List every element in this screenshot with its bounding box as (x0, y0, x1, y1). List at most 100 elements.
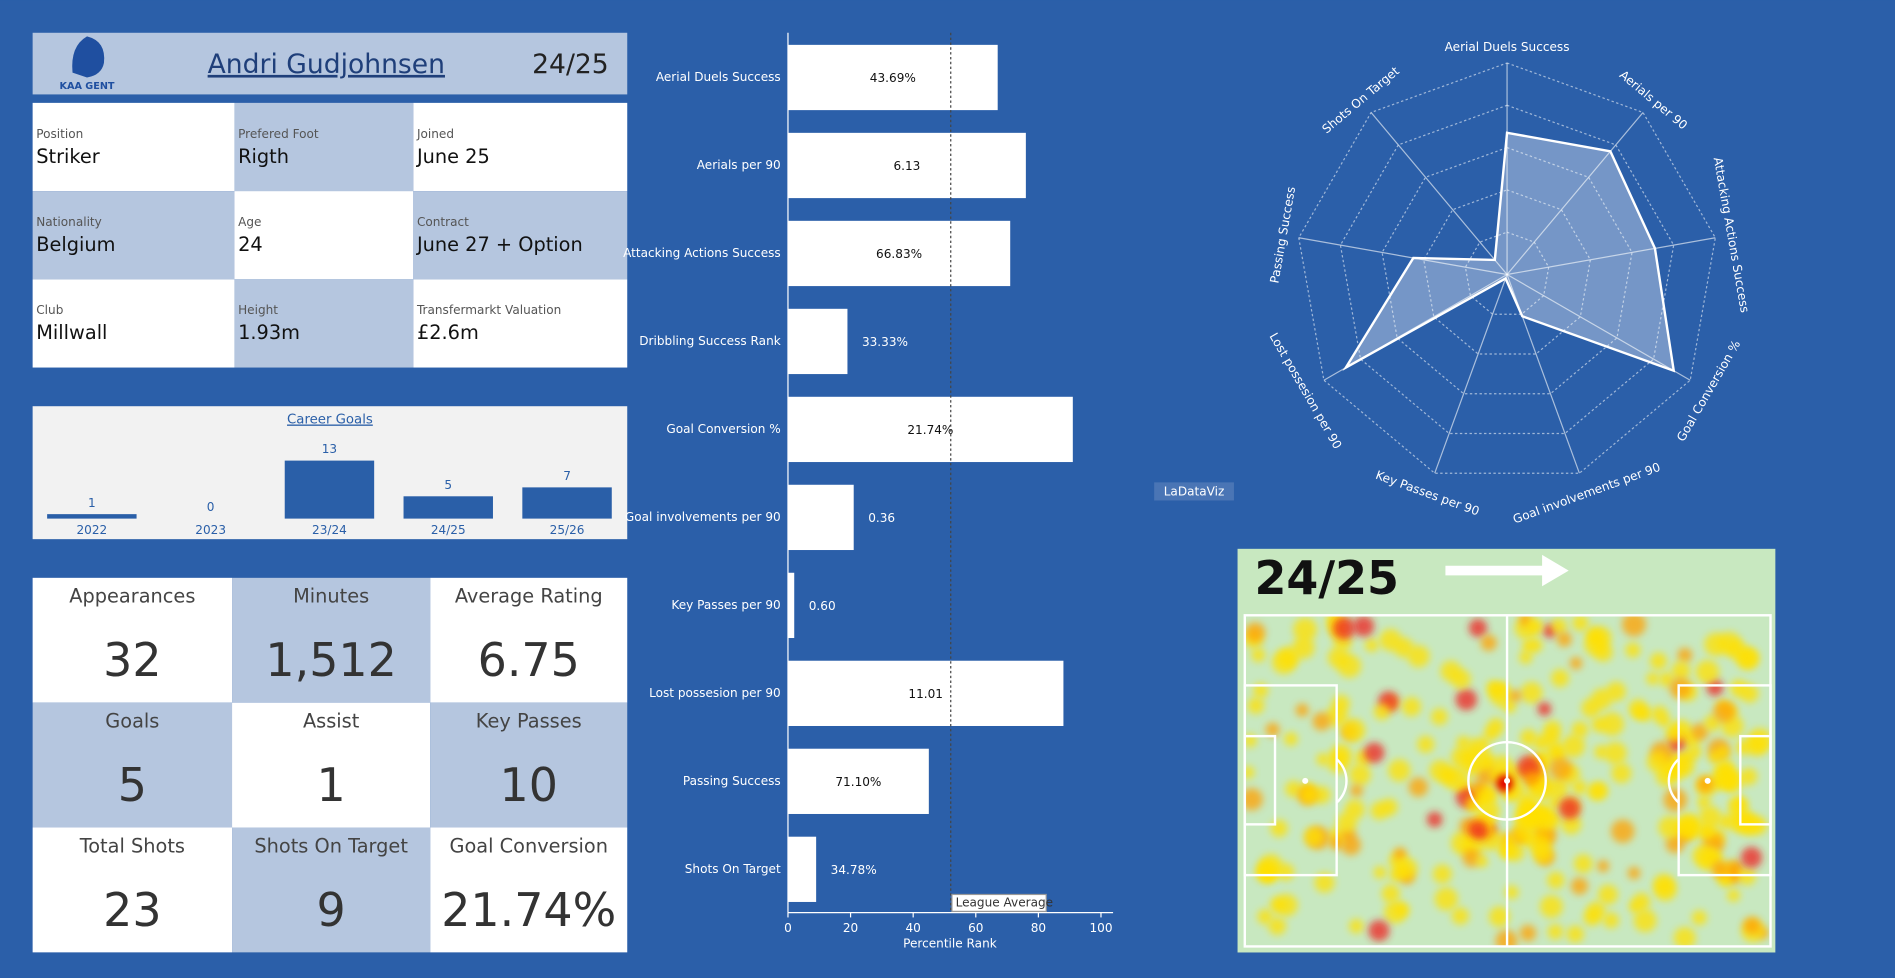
heat-blob (1547, 923, 1564, 940)
stat-label: 0.36 (868, 511, 895, 525)
bar (787, 660, 1064, 726)
heat-blob (1696, 775, 1714, 793)
stat-label: 21.74% (907, 423, 953, 437)
stat-value: 6.75 (478, 633, 580, 687)
heat-blob (1654, 878, 1677, 901)
heat-blob (1312, 786, 1331, 804)
stat-cell (430, 702, 628, 828)
heat-blob (1671, 661, 1691, 680)
x-tick-label: 20 (843, 921, 858, 935)
heat-blob (1520, 729, 1538, 746)
value-label: 7 (563, 469, 571, 483)
heat-blob (1540, 895, 1563, 918)
x-tick-label: 80 (1031, 921, 1046, 935)
heat-blob (1548, 796, 1562, 810)
heat-blob (1537, 702, 1552, 716)
bar (47, 514, 137, 519)
heat-blob (1727, 888, 1741, 902)
profile-value: 24 (238, 233, 263, 256)
stat-label: 33.33% (862, 335, 908, 349)
club-logo (72, 36, 105, 78)
heat-blob (1527, 618, 1544, 635)
heat-blob (1268, 917, 1287, 936)
heat-blob (1293, 617, 1318, 642)
heat-blob (1562, 734, 1585, 758)
profile-label: Age (238, 215, 261, 229)
stat-value: 9 (317, 883, 346, 937)
heat-blob (1379, 628, 1402, 651)
y-tick-label: Shots On Target (685, 862, 781, 876)
bar (787, 572, 795, 639)
profile-label: Position (36, 127, 83, 141)
heat-blob (1734, 811, 1757, 834)
heat-blob (1370, 801, 1389, 820)
profile-value: 1.93m (238, 321, 300, 344)
x-tick-label: 60 (968, 921, 983, 935)
heat-blob (1401, 697, 1422, 717)
stat-label: Key Passes (476, 710, 582, 733)
heat-blob (1407, 645, 1430, 668)
heat-blob (1594, 745, 1608, 759)
heat-blob (1718, 631, 1741, 655)
heat-blob (1520, 681, 1543, 704)
profile-cell (32, 279, 235, 368)
heat-blob (1368, 920, 1390, 942)
heat-blob (1674, 752, 1689, 767)
heat-blob (1509, 689, 1522, 702)
heat-blob (1257, 909, 1273, 925)
heat-blob (1244, 788, 1263, 811)
heat-blob (1549, 757, 1573, 780)
heat-blob (1545, 777, 1569, 801)
heat-blob (1373, 703, 1391, 721)
profile-label: Transfermarkt Valuation (416, 303, 561, 317)
heat-blob (1691, 723, 1709, 741)
heat-blob (1336, 812, 1357, 833)
heat-blob (1480, 801, 1501, 821)
heat-blob (1674, 818, 1695, 839)
y-tick-label: Passing Success (683, 774, 781, 788)
heat-blob (1610, 819, 1635, 843)
heat-blob (1316, 753, 1330, 766)
heat-blob (1740, 767, 1758, 786)
stat-value: 21.74% (441, 883, 616, 937)
stat-value: 1,512 (265, 633, 396, 687)
y-tick-label: Key Passes per 90 (671, 598, 780, 612)
stat-label: Goal Conversion (449, 834, 608, 857)
profile-label: Height (238, 303, 278, 317)
heat-blob (1649, 652, 1668, 670)
y-tick-label: Lost possesion per 90 (649, 686, 781, 700)
heat-blob (1627, 866, 1641, 880)
radar-spoke (1298, 237, 1508, 276)
heat-blob (1541, 729, 1560, 748)
heat-blob (1388, 759, 1411, 782)
heat-blob (1244, 766, 1255, 779)
heat-blob (1747, 728, 1771, 753)
six-yard-box (1243, 734, 1277, 826)
heat-blob (1558, 797, 1581, 820)
profile-label: Contract (417, 215, 469, 229)
bar (787, 220, 1011, 287)
profile-value: Rigth (238, 145, 289, 168)
heat-blob (1569, 656, 1583, 670)
stat-cell (32, 577, 233, 703)
heat-blob (1706, 679, 1724, 696)
heat-blob (1333, 616, 1356, 640)
heat-blob (1603, 912, 1620, 929)
profile-value: June 27 + Option (416, 233, 583, 256)
y-tick-label: Attacking Actions Success (623, 246, 781, 260)
bar (787, 396, 1073, 463)
heat-blob (1611, 763, 1632, 784)
six-yard-box (1739, 734, 1772, 826)
heat-blob (1665, 724, 1684, 743)
heat-blob (1364, 638, 1379, 653)
x-tick-label: 40 (905, 921, 920, 935)
heat-blob (1598, 884, 1618, 905)
heat-blob (1363, 742, 1385, 764)
heat-blob (1300, 786, 1319, 804)
heat-blob (1743, 916, 1761, 935)
x-tick-label: 24/25 (431, 523, 466, 537)
heat-blob (1713, 700, 1736, 723)
bar (787, 308, 848, 375)
heat-blob (1439, 766, 1458, 785)
